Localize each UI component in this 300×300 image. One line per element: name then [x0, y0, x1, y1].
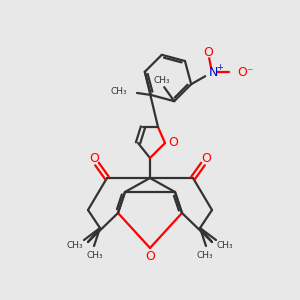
Text: O⁻: O⁻: [237, 66, 254, 79]
Text: CH₃: CH₃: [87, 250, 103, 260]
Text: O: O: [203, 46, 213, 59]
Text: CH₃: CH₃: [154, 76, 170, 85]
Text: +: +: [216, 63, 223, 72]
Text: CH₃: CH₃: [67, 241, 83, 250]
Text: N: N: [208, 66, 218, 79]
Text: O: O: [201, 152, 211, 164]
Text: CH₃: CH₃: [110, 88, 127, 97]
Text: O: O: [89, 152, 99, 164]
Text: O: O: [145, 250, 155, 262]
Text: CH₃: CH₃: [197, 250, 213, 260]
Text: O: O: [168, 136, 178, 149]
Text: CH₃: CH₃: [217, 241, 233, 250]
